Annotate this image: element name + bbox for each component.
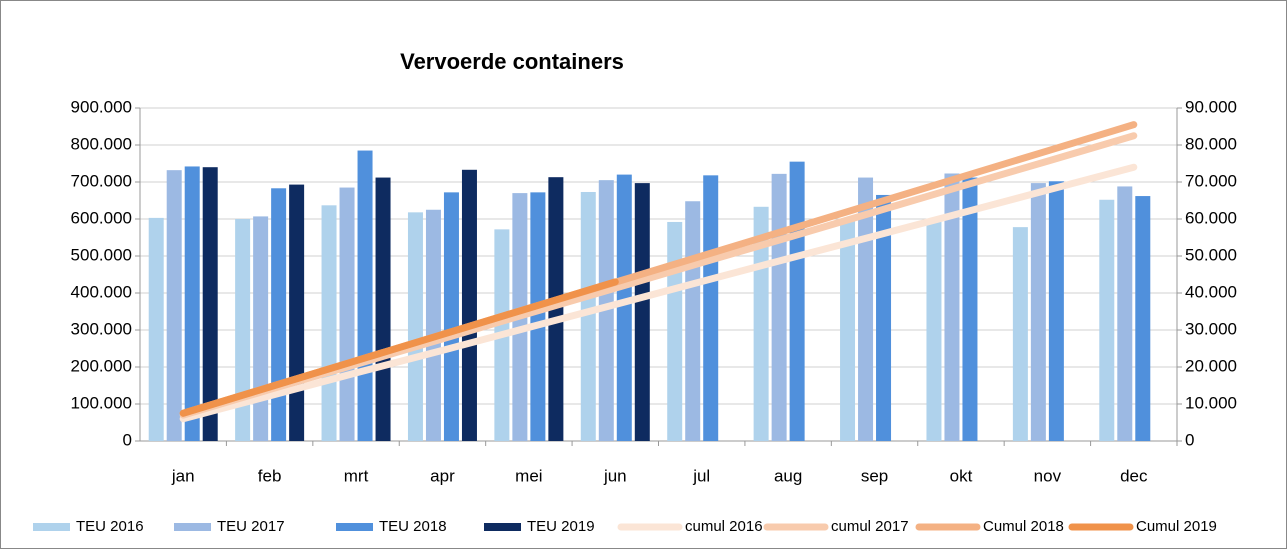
y2-tick-label: 60.000 bbox=[1185, 208, 1237, 227]
bar bbox=[339, 187, 355, 441]
bar bbox=[357, 150, 373, 442]
legend-label: cumul 2016 bbox=[685, 518, 763, 535]
bar bbox=[858, 177, 874, 441]
bar bbox=[962, 177, 978, 441]
x-tick-label: mrt bbox=[344, 466, 369, 485]
bar bbox=[1048, 181, 1064, 441]
bar bbox=[184, 166, 200, 441]
y2-tick-label: 70.000 bbox=[1185, 171, 1237, 190]
bar bbox=[789, 161, 805, 441]
bar bbox=[321, 205, 337, 441]
x-tick-label: okt bbox=[950, 466, 973, 485]
bar bbox=[926, 219, 942, 441]
y-tick-label: 0 bbox=[123, 430, 132, 449]
x-tick-label: apr bbox=[430, 466, 455, 485]
bar bbox=[771, 173, 787, 442]
bar bbox=[407, 212, 423, 441]
y-tick-label: 500.000 bbox=[71, 245, 132, 264]
y-tick-label: 200.000 bbox=[71, 356, 132, 375]
legend-label: cumul 2017 bbox=[831, 518, 909, 535]
bar bbox=[1099, 199, 1115, 441]
y-tick-label: 300.000 bbox=[71, 319, 132, 338]
legend-swatch bbox=[484, 523, 521, 531]
bar bbox=[148, 217, 164, 441]
bar bbox=[598, 180, 614, 441]
bar bbox=[944, 173, 960, 442]
bar bbox=[461, 169, 477, 442]
bar bbox=[703, 175, 719, 441]
y2-tick-label: 50.000 bbox=[1185, 245, 1237, 264]
bar bbox=[1012, 227, 1028, 441]
bar bbox=[253, 216, 269, 441]
legend-swatch bbox=[336, 523, 373, 531]
x-tick-label: jun bbox=[603, 466, 627, 485]
bar bbox=[685, 201, 701, 441]
bar bbox=[235, 219, 251, 441]
bar bbox=[1117, 186, 1133, 441]
chart-title: Vervoerde containers bbox=[400, 49, 624, 74]
legend-label: TEU 2019 bbox=[527, 518, 595, 535]
legend-label: TEU 2017 bbox=[217, 518, 285, 535]
bar bbox=[580, 191, 596, 441]
y-tick-label: 700.000 bbox=[71, 171, 132, 190]
x-tick-label: jul bbox=[692, 466, 710, 485]
line bbox=[179, 278, 619, 417]
bar bbox=[667, 221, 683, 441]
legend-label: Cumul 2019 bbox=[1136, 518, 1217, 535]
y-tick-label: 800.000 bbox=[71, 134, 132, 153]
y2-tick-label: 30.000 bbox=[1185, 319, 1237, 338]
x-tick-label: mei bbox=[515, 466, 542, 485]
line bbox=[179, 163, 1138, 423]
legend-swatch bbox=[174, 523, 211, 531]
y2-tick-label: 80.000 bbox=[1185, 134, 1237, 153]
x-tick-label: sep bbox=[861, 466, 888, 485]
bar bbox=[530, 192, 546, 441]
bar bbox=[1030, 183, 1046, 442]
bar bbox=[634, 183, 650, 442]
bar bbox=[443, 192, 459, 441]
legend-label: Cumul 2018 bbox=[983, 518, 1064, 535]
y-tick-label: 600.000 bbox=[71, 208, 132, 227]
x-tick-label: aug bbox=[774, 466, 802, 485]
bar bbox=[271, 188, 287, 441]
y2-tick-label: 0 bbox=[1185, 430, 1194, 449]
y2-tick-label: 20.000 bbox=[1185, 356, 1237, 375]
x-tick-label: dec bbox=[1120, 466, 1148, 485]
y2-tick-label: 90.000 bbox=[1185, 97, 1237, 116]
legend-label: TEU 2018 bbox=[379, 518, 447, 535]
x-tick-label: nov bbox=[1034, 466, 1062, 485]
bar bbox=[375, 177, 391, 441]
bar bbox=[616, 174, 632, 441]
legend-label: TEU 2016 bbox=[76, 518, 144, 535]
bar bbox=[1135, 196, 1151, 441]
bar bbox=[840, 219, 856, 441]
legend-swatch bbox=[33, 523, 70, 531]
bar bbox=[289, 184, 305, 441]
y-tick-label: 400.000 bbox=[71, 282, 132, 301]
y-tick-label: 900.000 bbox=[71, 97, 132, 116]
x-tick-label: feb bbox=[258, 466, 282, 485]
x-tick-label: jan bbox=[171, 466, 195, 485]
y2-tick-label: 10.000 bbox=[1185, 393, 1237, 412]
y2-tick-label: 40.000 bbox=[1185, 282, 1237, 301]
bar bbox=[202, 167, 218, 441]
y-tick-label: 100.000 bbox=[71, 393, 132, 412]
bar bbox=[425, 209, 441, 441]
bar bbox=[166, 170, 182, 441]
bar bbox=[876, 194, 892, 441]
